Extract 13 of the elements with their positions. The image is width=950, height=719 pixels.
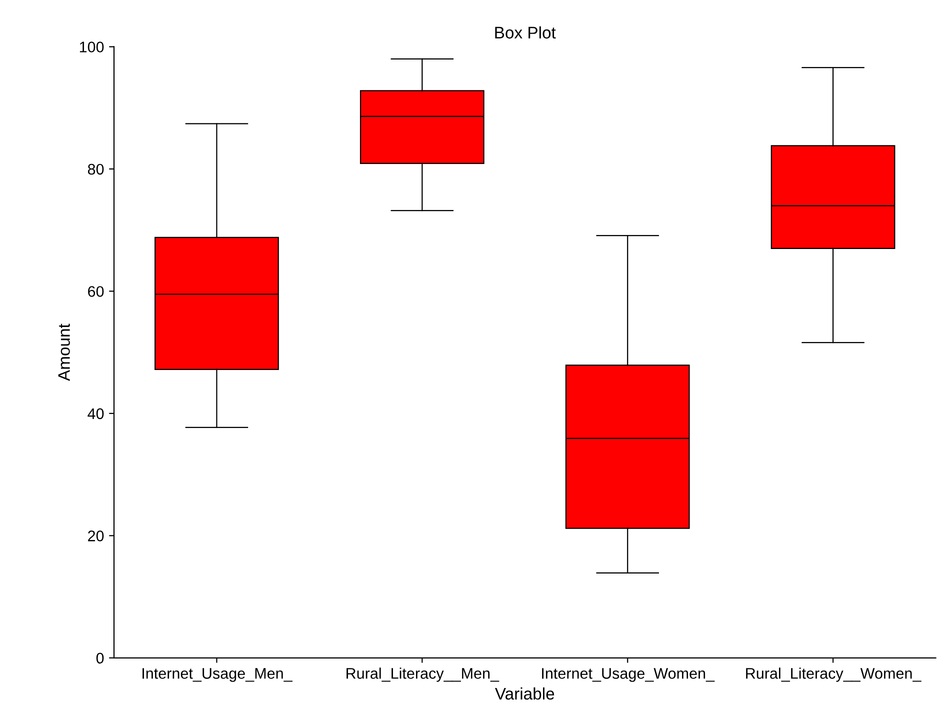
x-axis-title: Variable: [494, 687, 554, 700]
x-tick-label: Internet_Usage_Men_: [142, 668, 292, 682]
y-tick-label: 0: [96, 652, 104, 664]
y-tick-label: 80: [88, 164, 104, 175]
x-tick-label: Rural_Literacy__Women_: [746, 668, 922, 682]
x-tick-label: Internet_Usage_Women_: [542, 668, 715, 682]
y-tick-label: 40: [88, 408, 104, 420]
y-tick-label: 60: [88, 286, 104, 297]
x-tick-label: Rural_Literacy__Men_: [346, 668, 500, 682]
chart-title: Box Plot: [495, 26, 556, 39]
y-axis-title: Amount: [58, 324, 70, 381]
y-tick-label: 20: [88, 530, 104, 542]
y-tick-label: 100: [80, 42, 104, 52]
